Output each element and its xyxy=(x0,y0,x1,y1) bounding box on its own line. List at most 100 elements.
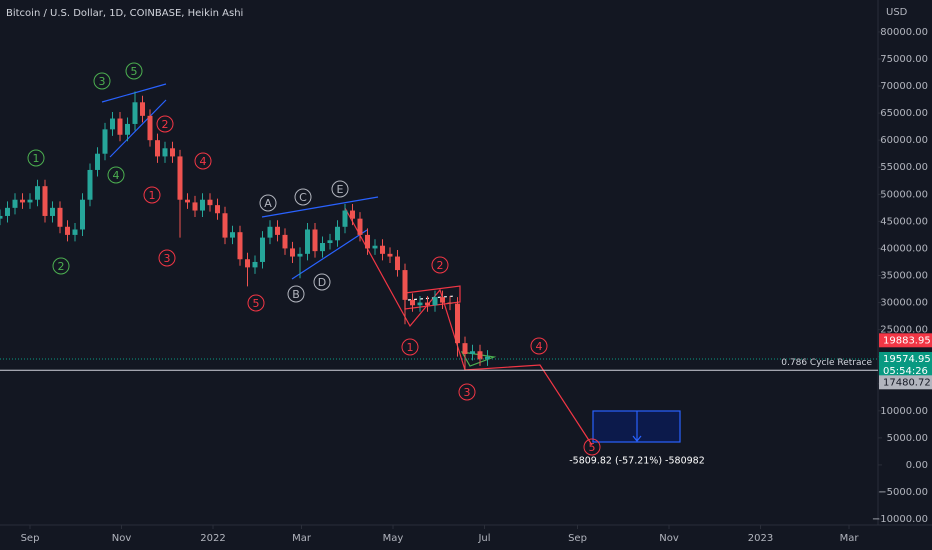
candle-body xyxy=(357,218,363,235)
candle-body xyxy=(117,118,123,135)
x-tick-label: 2023 xyxy=(748,533,773,544)
wave-circle xyxy=(287,285,305,303)
wave-label: D xyxy=(318,276,326,289)
candle-body xyxy=(447,302,453,304)
retrace-label: 0.786 Cycle Retrace xyxy=(781,358,872,368)
candle-body xyxy=(417,302,423,306)
candle-body xyxy=(440,297,445,303)
trendline xyxy=(291,229,368,280)
candle-body xyxy=(102,129,108,154)
last-price-box xyxy=(879,351,932,378)
x-tick-label: Mar xyxy=(840,533,860,544)
candle-body xyxy=(245,259,250,268)
x-tick-label: Mar xyxy=(292,533,312,544)
candle-body xyxy=(87,169,93,200)
candle-body xyxy=(72,229,78,235)
candle-body xyxy=(305,229,310,254)
candle-body xyxy=(27,199,33,203)
wave-label: 4 xyxy=(113,169,120,182)
trendline xyxy=(261,196,379,218)
candle-body xyxy=(0,215,3,219)
wave-label: 2 xyxy=(162,118,169,131)
candle-body xyxy=(207,199,213,206)
y-tick-label: 25000.00 xyxy=(880,325,928,336)
candle-body xyxy=(155,140,160,157)
candle-body xyxy=(192,202,198,211)
y-tick-label: 0.00 xyxy=(906,460,928,471)
candle-body xyxy=(5,207,10,216)
wave-circle xyxy=(259,194,277,212)
candle-body xyxy=(350,210,355,219)
drawings xyxy=(101,83,681,446)
wave-circle xyxy=(458,383,476,401)
candle-body xyxy=(335,226,340,241)
candle-body xyxy=(320,243,325,252)
y-tick-label: −5000.00 xyxy=(878,487,928,498)
candle-body xyxy=(455,303,460,344)
wave-label: 5 xyxy=(253,297,260,310)
wave-label: 4 xyxy=(536,340,543,353)
candle-body xyxy=(275,226,280,235)
wave-label: 1 xyxy=(149,189,156,202)
x-tick-label: Sep xyxy=(568,533,587,544)
candle-body xyxy=(57,207,63,227)
wave-circle xyxy=(431,256,449,274)
candle-body xyxy=(410,299,415,306)
candle-body xyxy=(312,229,318,252)
wave-circle xyxy=(313,273,331,291)
retrace-price-label: 17480.72 xyxy=(883,377,931,388)
wave-circle xyxy=(125,62,143,80)
candle-body xyxy=(402,270,408,300)
wave-circle xyxy=(158,249,176,267)
trendline xyxy=(101,83,167,103)
y-tick-label: 80000.00 xyxy=(880,27,928,38)
candle-body xyxy=(290,248,295,257)
x-tick-label: Nov xyxy=(659,533,679,544)
y-tick-label: 30000.00 xyxy=(880,298,928,309)
wave-circle xyxy=(156,115,174,133)
candle-body xyxy=(125,123,130,135)
y-tick-label: 55000.00 xyxy=(880,162,928,173)
candle-body xyxy=(147,115,153,141)
candle-body xyxy=(42,186,48,216)
wave-circle xyxy=(52,257,70,275)
wave-label: C xyxy=(299,191,307,204)
candle-body xyxy=(170,148,175,157)
wave-circle xyxy=(583,438,601,456)
wave-label: 3 xyxy=(99,75,106,88)
wave-circle xyxy=(247,294,265,312)
candle-body xyxy=(132,102,138,124)
x-tick-label: 2022 xyxy=(200,533,225,544)
wave-label: 4 xyxy=(200,155,207,168)
wave-circle xyxy=(530,337,548,355)
wave-circle xyxy=(194,152,212,170)
candle-body xyxy=(95,153,100,170)
chart-title: Bitcoin / U.S. Dollar, 1D, COINBASE, Hei… xyxy=(6,8,243,19)
candle-body xyxy=(185,199,190,203)
y-tick-label: −10000.00 xyxy=(872,514,928,525)
candle-body xyxy=(387,253,393,257)
wave-circle xyxy=(331,180,349,198)
y-tick-label: 5000.00 xyxy=(887,433,928,444)
candle-body xyxy=(342,210,348,227)
wave-circle xyxy=(93,72,111,90)
wave-label: A xyxy=(264,197,272,210)
wave-label: 3 xyxy=(164,252,171,265)
candle-body xyxy=(200,199,205,211)
wave-circle xyxy=(143,186,161,204)
countdown: 05:54:26 xyxy=(883,366,928,377)
candle-body xyxy=(282,234,288,249)
candle-body xyxy=(162,148,168,157)
y-tick-label: 45000.00 xyxy=(880,216,928,227)
candle-body xyxy=(470,351,475,354)
wave-label: 1 xyxy=(33,152,40,165)
candle-body xyxy=(177,156,183,200)
trendline xyxy=(109,99,167,158)
candle-body xyxy=(395,256,400,271)
candle-body xyxy=(50,207,55,216)
candle-body xyxy=(222,213,228,238)
last-price-label: 19574.95 xyxy=(883,354,931,365)
alert-price-label: 19883.95 xyxy=(883,335,931,346)
alert-price-box xyxy=(879,333,932,348)
candle-body xyxy=(140,102,145,116)
